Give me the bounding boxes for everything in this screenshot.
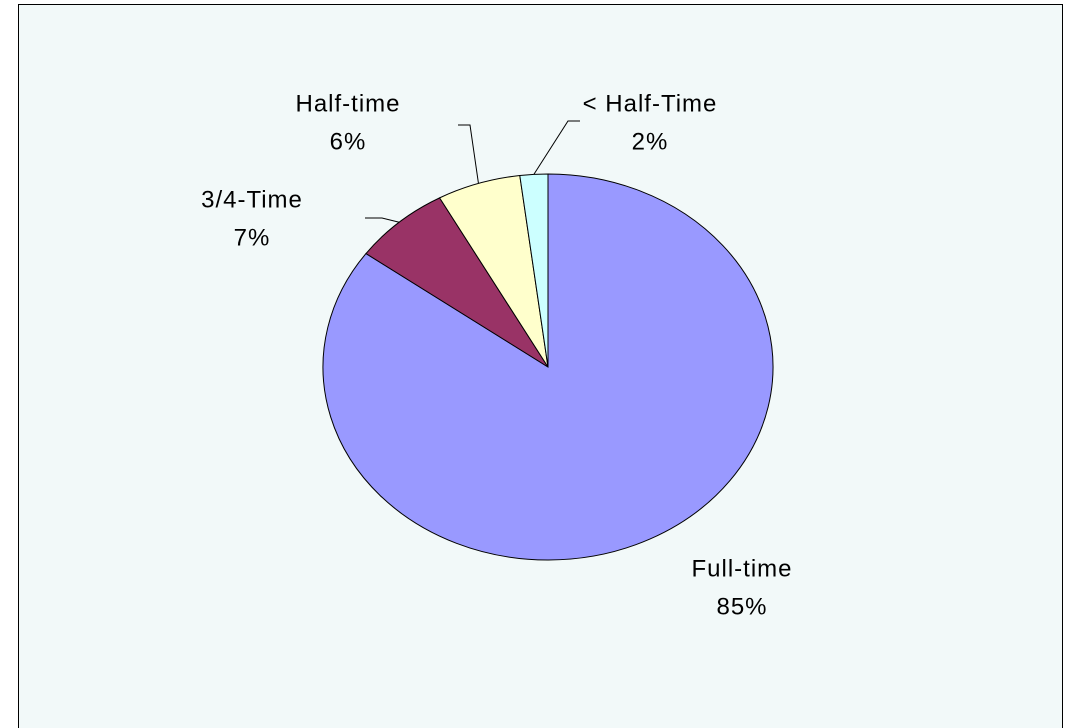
slice-category-label: Half-time (295, 90, 400, 117)
leader-line (458, 124, 479, 184)
slice-category-label: Full-time (691, 555, 792, 582)
slice-category-label: 3/4-Time (201, 186, 303, 213)
slice-value-label: 2% (632, 128, 669, 155)
pie-slice (519, 173, 549, 368)
slice-value-label: 85% (716, 593, 767, 620)
slice-category-label: < Half-Time (583, 90, 718, 117)
leader-line (365, 217, 400, 223)
slice-value-label: 6% (330, 128, 367, 155)
slice-value-label: 7% (234, 224, 271, 251)
leader-line (533, 120, 580, 175)
